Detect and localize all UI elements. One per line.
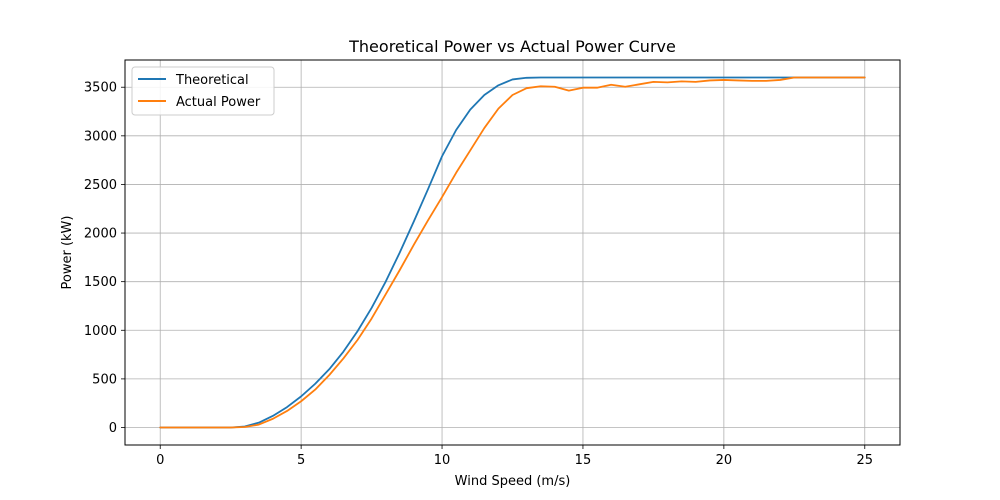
- grid-layer: [125, 60, 900, 445]
- y-tick-label: 2500: [84, 178, 117, 193]
- x-ticks: 0 5 10 15 20 25: [156, 445, 873, 468]
- y-tick-label: 500: [92, 372, 117, 387]
- series-line-actual-power: [159, 76, 866, 429]
- legend-label-actual-power: Actual Power: [176, 95, 261, 110]
- chart-title: Theoretical Power vs Actual Power Curve: [348, 37, 676, 56]
- y-ticks: 0 500 1000 1500 2000 2500 3000 3500: [84, 81, 125, 436]
- y-tick-label: 2000: [84, 227, 117, 242]
- x-axis-title: Wind Speed (m/s): [455, 474, 571, 489]
- series-layer: [159, 76, 866, 429]
- y-tick-label: 1000: [84, 324, 117, 339]
- x-tick-label: 20: [716, 453, 733, 468]
- x-tick-label: 15: [575, 453, 592, 468]
- legend-box: [131, 66, 275, 116]
- x-tick-label: 0: [156, 453, 164, 468]
- x-tick-label: 25: [856, 453, 873, 468]
- series-line-theoretical: [159, 76, 866, 429]
- x-tick-label: 10: [434, 453, 451, 468]
- legend: Theoretical Actual Power: [131, 66, 275, 116]
- y-tick-label: 3500: [84, 81, 117, 96]
- y-axis-title: Power (kW): [60, 216, 75, 290]
- y-tick-label: 0: [109, 421, 117, 436]
- x-tick-label: 5: [297, 453, 305, 468]
- y-tick-label: 1500: [84, 275, 117, 290]
- y-tick-label: 3000: [84, 129, 117, 144]
- plot-frame: [124, 59, 901, 446]
- legend-label-theoretical: Theoretical: [175, 73, 249, 88]
